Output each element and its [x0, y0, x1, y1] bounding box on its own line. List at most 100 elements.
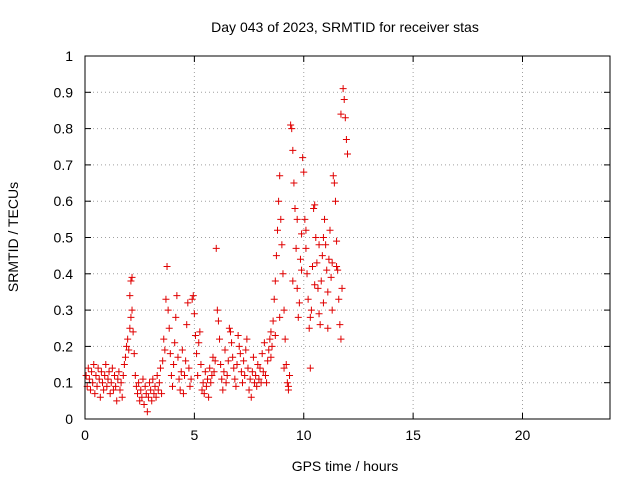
data-point [296, 255, 304, 263]
data-point [277, 215, 285, 223]
data-point [200, 390, 208, 398]
data-point [223, 371, 231, 379]
data-point [279, 270, 287, 278]
data-point [176, 386, 184, 394]
data-point [219, 386, 227, 394]
data-point [164, 306, 172, 314]
data-point [340, 96, 348, 104]
data-point [124, 335, 132, 343]
data-point [342, 135, 350, 143]
data-point [141, 382, 149, 390]
data-point [330, 179, 338, 187]
data-point [268, 342, 276, 350]
data-point [142, 390, 150, 398]
data-point [315, 310, 323, 318]
y-tick-label: 0.3 [54, 302, 74, 318]
data-point [327, 273, 335, 281]
x-tick-labels: 0 5 10 15 20 [81, 427, 530, 443]
data-point [88, 368, 96, 376]
data-point [134, 390, 141, 398]
data-point [187, 375, 195, 383]
data-point [160, 335, 168, 343]
data-point [123, 342, 131, 350]
data-point [149, 375, 157, 383]
x-tick-label: 0 [81, 427, 89, 443]
data-point [226, 328, 234, 336]
data-point [298, 266, 306, 274]
data-point [319, 299, 327, 307]
chart-title: Day 043 of 2023, SRMTID for receiver sta… [211, 19, 479, 35]
data-point [293, 284, 301, 292]
data-point [159, 357, 167, 365]
data-point [301, 215, 309, 223]
data-point [156, 364, 164, 372]
data-point [144, 393, 152, 401]
data-point [111, 371, 119, 379]
y-tick-label: 0.7 [54, 157, 74, 173]
data-point [291, 204, 299, 212]
data-point [177, 368, 185, 376]
data-point [181, 371, 189, 379]
data-point [237, 368, 245, 376]
data-point [248, 368, 256, 376]
data-point [128, 306, 136, 314]
data-point [127, 313, 135, 321]
data-point [188, 295, 196, 303]
y-tick-label: 0.2 [54, 338, 74, 354]
data-point [171, 339, 179, 347]
data-point [240, 357, 248, 365]
data-point [127, 277, 135, 285]
data-point [107, 379, 115, 387]
data-point [234, 332, 242, 340]
data-point [322, 241, 330, 249]
data-point [129, 328, 137, 336]
data-point [211, 357, 219, 365]
data-point [276, 172, 284, 180]
data-point [344, 150, 351, 158]
data-point [241, 371, 249, 379]
data-point [261, 371, 269, 379]
data-point [116, 386, 124, 394]
data-points [82, 85, 351, 416]
data-point [299, 154, 307, 162]
data-point [289, 146, 297, 154]
data-point [289, 277, 297, 285]
data-point [313, 259, 321, 267]
data-point [306, 364, 314, 372]
data-point [182, 357, 190, 365]
data-point [334, 266, 342, 274]
data-point [328, 259, 336, 267]
data-point [229, 353, 237, 361]
data-point [290, 179, 298, 187]
data-point [302, 226, 310, 234]
data-point [169, 382, 176, 390]
y-tick-label: 0.9 [54, 84, 74, 100]
data-point [174, 353, 182, 361]
y-tick-label: 0 [65, 411, 73, 427]
data-point [339, 85, 347, 93]
data-point [152, 393, 160, 401]
data-point [288, 125, 296, 133]
data-point [85, 375, 93, 383]
data-point [255, 375, 263, 383]
data-point [317, 277, 325, 285]
data-point [305, 324, 313, 332]
data-point [183, 321, 191, 329]
data-point [325, 255, 333, 263]
data-point [310, 204, 318, 212]
data-point [205, 393, 213, 401]
data-point [146, 379, 154, 387]
data-point [311, 281, 319, 289]
data-point [196, 328, 204, 336]
data-point [117, 379, 125, 387]
data-point [252, 371, 260, 379]
data-point [162, 295, 170, 303]
data-point [286, 371, 294, 379]
data-point [128, 273, 136, 281]
data-point [151, 382, 159, 390]
x-axis-label: GPS time / hours [292, 458, 399, 474]
data-point [130, 350, 138, 358]
data-point [232, 382, 240, 390]
data-point [204, 375, 211, 383]
y-tick-label: 1 [65, 48, 73, 64]
